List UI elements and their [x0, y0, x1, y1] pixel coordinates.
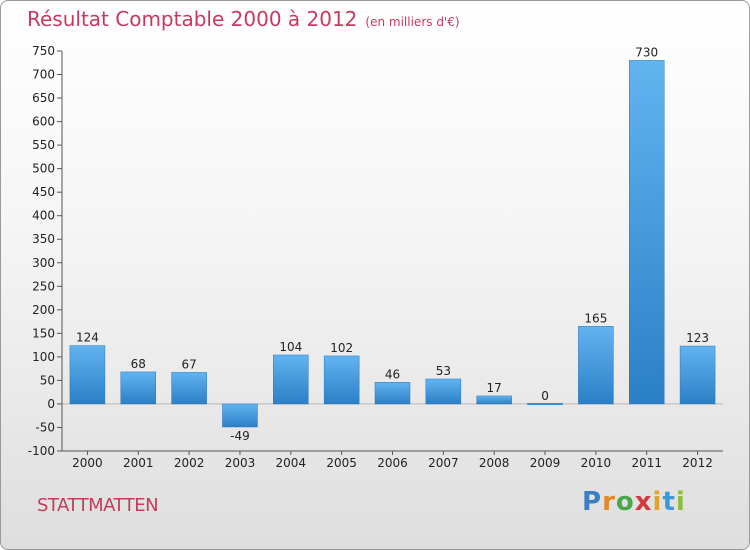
- value-label-2004: 104: [279, 340, 302, 354]
- y-tick-label: 450: [32, 185, 55, 199]
- value-label-2008: 17: [487, 381, 502, 395]
- x-tick-label-2001: 2001: [123, 456, 154, 470]
- value-label-2000: 124: [76, 331, 99, 345]
- y-tick-label: 350: [32, 232, 55, 246]
- x-tick-label-2011: 2011: [631, 456, 662, 470]
- x-tick-label-2007: 2007: [428, 456, 459, 470]
- y-tick-label: 50: [40, 373, 55, 387]
- y-tick-label: -100: [28, 444, 55, 458]
- logo-letter: i: [652, 487, 663, 517]
- x-tick-label-2005: 2005: [326, 456, 357, 470]
- bar-2011: [628, 60, 665, 405]
- chart-title: Résultat Comptable 2000 à 2012 (en millie…: [27, 7, 460, 31]
- value-label-2010: 165: [584, 311, 607, 325]
- value-label-2012: 123: [686, 331, 709, 345]
- value-label-2007: 53: [436, 364, 451, 378]
- x-tick-label-2003: 2003: [225, 456, 256, 470]
- value-label-2005: 102: [330, 341, 353, 355]
- chart-title-text: Résultat Comptable 2000 à 2012: [27, 7, 358, 31]
- value-label-2001: 68: [131, 357, 146, 371]
- y-tick-label: 550: [32, 138, 55, 152]
- x-tick-label-2004: 2004: [276, 456, 307, 470]
- bar-2009: [527, 402, 563, 405]
- proxiti-logo: Proxiti: [582, 487, 686, 517]
- y-tick-label: 500: [32, 162, 55, 176]
- x-tick-label-2008: 2008: [479, 456, 510, 470]
- chart-unit: (en milliers d'€): [365, 15, 460, 29]
- x-tick-label-2002: 2002: [174, 456, 205, 470]
- y-tick-label: 300: [32, 256, 55, 270]
- bar-2000: [69, 345, 106, 405]
- y-tick-label: 600: [32, 115, 55, 129]
- logo-letter: r: [602, 487, 616, 517]
- x-tick-label-2010: 2010: [581, 456, 612, 470]
- x-tick-label-2006: 2006: [377, 456, 408, 470]
- value-label-2002: 67: [181, 357, 196, 371]
- logo-letter: i: [675, 487, 686, 517]
- bar-2005: [323, 355, 360, 405]
- y-tick-label: 0: [47, 397, 55, 411]
- value-label-2006: 46: [385, 367, 400, 381]
- value-label-2011: 730: [635, 45, 658, 59]
- x-tick-label-2012: 2012: [682, 456, 713, 470]
- bar-2006: [374, 382, 411, 405]
- y-tick-label: 250: [32, 279, 55, 293]
- y-tick-label: 100: [32, 350, 55, 364]
- logo-letter: P: [582, 487, 603, 517]
- bar-2002: [171, 372, 207, 405]
- y-tick-label: -50: [35, 420, 55, 434]
- value-label-2003: -49: [230, 429, 250, 443]
- x-tick-label-2000: 2000: [72, 456, 103, 470]
- bar-2008: [476, 395, 512, 405]
- x-tick-label-2009: 2009: [530, 456, 561, 470]
- logo-letter: x: [634, 487, 653, 517]
- y-tick-label: 400: [32, 209, 55, 223]
- value-label-2009: 0: [541, 389, 549, 403]
- y-tick-label: 700: [32, 68, 55, 82]
- y-tick-label: 750: [32, 44, 55, 58]
- logo-letter: t: [662, 487, 676, 517]
- bar-2007: [425, 378, 462, 405]
- commune-name: STATTMATTEN: [37, 495, 159, 516]
- bar-2001: [120, 371, 157, 405]
- logo-letter: o: [615, 487, 635, 517]
- bar-2012: [679, 345, 716, 405]
- bar-2010: [578, 326, 614, 405]
- y-tick-label: 200: [32, 303, 55, 317]
- y-tick-label: 650: [32, 91, 55, 105]
- bar-2004: [273, 354, 309, 405]
- y-tick-label: 150: [32, 326, 55, 340]
- bar-2003: [222, 403, 258, 428]
